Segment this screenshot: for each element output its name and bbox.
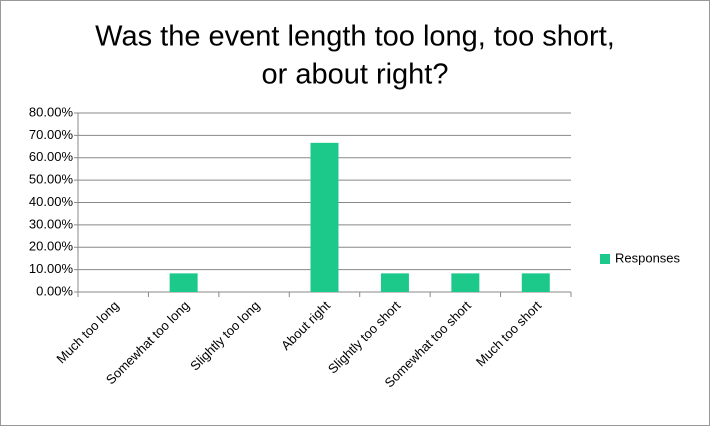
- bar: [380, 273, 409, 292]
- legend-label: Responses: [615, 250, 681, 265]
- bar: [451, 273, 480, 292]
- y-tick-label: 10.00%: [29, 261, 74, 276]
- legend-swatch: [600, 254, 610, 264]
- chart-title: or about right?: [261, 59, 448, 91]
- bar: [310, 142, 339, 292]
- y-tick-label: 80.00%: [29, 104, 74, 119]
- bar: [521, 273, 550, 292]
- y-tick-label: 50.00%: [29, 172, 74, 187]
- chart-title: Was the event length too long, too short…: [95, 21, 615, 53]
- y-tick-label: 60.00%: [29, 149, 74, 164]
- y-tick-label: 0.00%: [36, 283, 73, 298]
- y-tick-label: 30.00%: [29, 216, 74, 231]
- y-tick-label: 40.00%: [29, 194, 74, 209]
- y-tick-label: 70.00%: [29, 127, 74, 142]
- bar: [169, 273, 198, 292]
- y-tick-label: 20.00%: [29, 239, 74, 254]
